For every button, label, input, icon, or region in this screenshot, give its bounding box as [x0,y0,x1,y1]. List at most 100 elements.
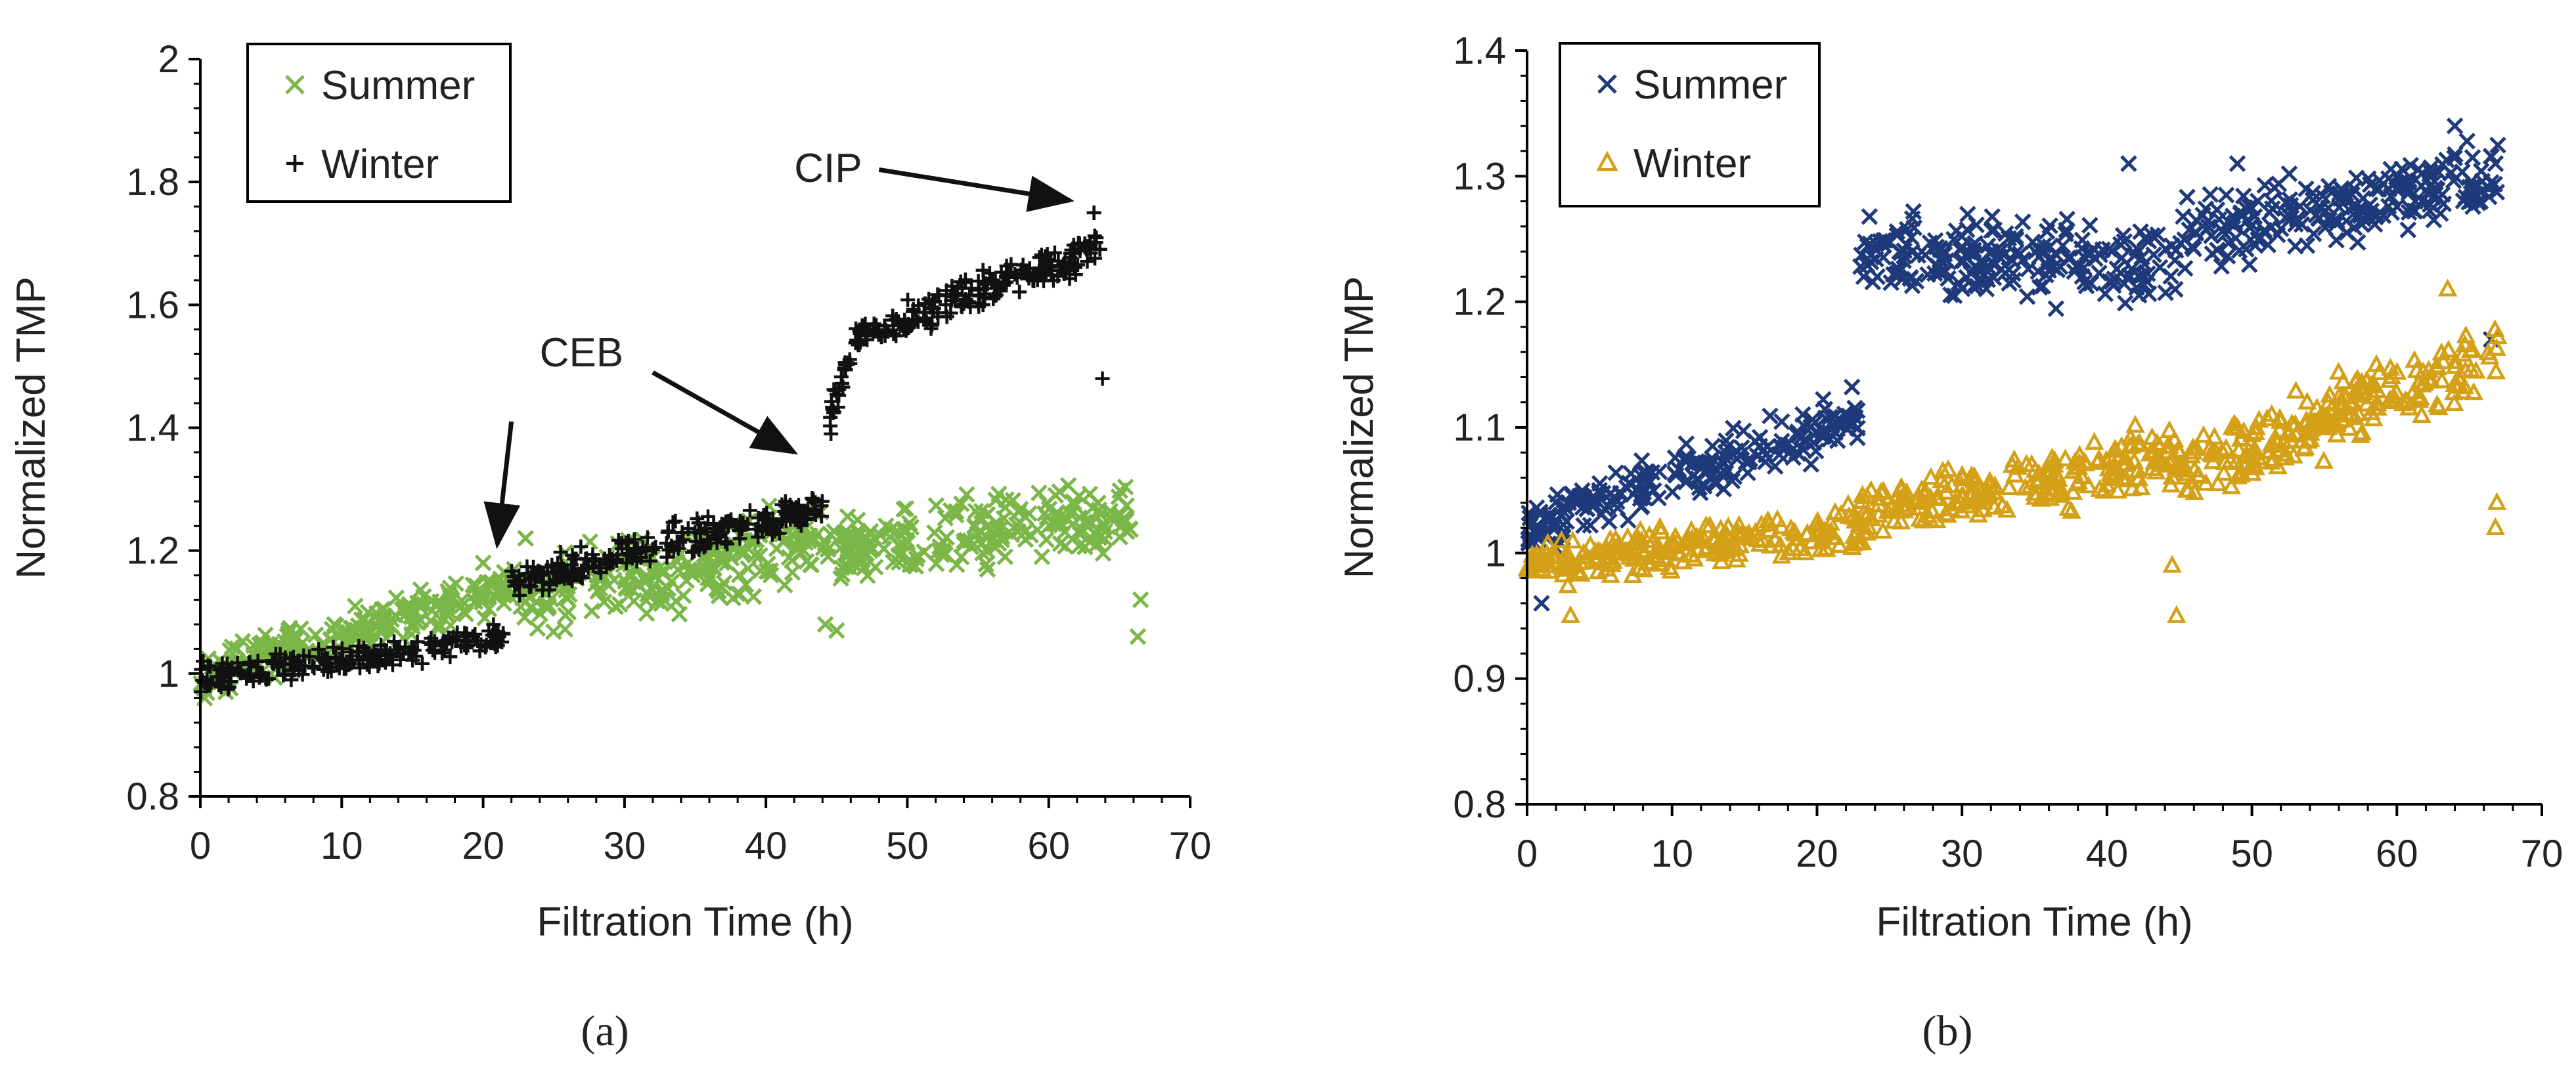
data-point-winter [1718,516,1739,534]
data-point-summer [2407,192,2424,210]
data-point-summer [2157,284,2174,301]
data-point-winter [2478,342,2498,360]
data-point-winter [553,545,568,560]
data-point-winter [373,652,388,667]
y-tick-label: 1.3 [1453,155,1506,198]
data-point-summer [591,580,608,597]
data-point-summer [728,585,746,603]
data-point-summer [816,616,834,633]
data-point-winter [425,643,440,658]
data-point-winter [2116,453,2137,471]
data-point-winter [311,642,326,657]
data-point-winter [686,544,701,559]
data-point-summer [2326,211,2343,228]
data-point-summer [889,522,906,540]
legend-label-summer: Summer [1633,62,1787,108]
y-tick-label: 1 [158,653,179,695]
data-point-winter [1095,371,1110,386]
data-point-winter [2485,319,2505,337]
data-point-winter [457,638,472,653]
data-point-summer [751,547,769,564]
data-point-summer [2149,226,2167,244]
data-point-summer [2179,188,2196,206]
data-point-summer [1010,523,1027,540]
legend: Summer Winter [246,43,512,203]
data-point-summer [1782,443,1800,460]
data-point-summer [638,567,655,584]
data-point-summer [1571,487,1588,505]
data-point-summer [816,534,833,552]
data-point-summer [1849,429,1866,446]
data-point-winter [1922,501,1942,519]
data-point-winter [610,547,625,562]
data-point-winter [944,290,960,305]
data-point-winter [1616,540,1635,559]
data-point-summer [1101,509,1119,526]
data-point-summer [2374,207,2392,225]
data-point-winter [2357,393,2377,412]
data-point-summer [1666,449,1684,466]
data-point-winter [891,316,906,332]
data-point-winter [1811,531,1831,550]
data-point-winter [1808,511,1827,529]
data-point-winter [685,545,700,560]
data-point-winter [2041,483,2062,501]
data-point-winter [573,539,588,554]
data-point-winter [900,292,916,307]
data-point-winter [2300,429,2321,447]
data-point-winter [1052,263,1067,278]
data-point-summer [2081,217,2099,234]
data-point-summer [1620,511,1637,529]
data-point-summer [855,559,873,576]
data-point-winter [2339,418,2359,436]
data-point-winter [1010,270,1025,285]
data-point-winter [2286,380,2306,399]
data-point-summer [1101,502,1119,520]
data-point-summer [1633,497,1651,515]
data-point-winter [241,656,256,671]
data-point-winter [1588,561,1608,580]
data-point-summer [2094,241,2111,259]
data-point-summer [987,491,1004,509]
data-point-winter [2353,377,2373,395]
data-point-summer [512,598,529,615]
data-point-summer [1686,454,1704,472]
data-point-summer [1885,266,1902,283]
data-point-winter [2345,407,2365,425]
data-point-winter [1086,205,1101,220]
data-point-summer [557,607,574,624]
data-point-winter [345,649,360,664]
data-point-winter [1897,498,1917,516]
y-tick-label: 0.9 [1453,658,1506,701]
data-point-summer [1132,591,1149,609]
data-point-winter [510,576,525,592]
data-point-summer [979,561,996,578]
data-point-summer [284,638,301,655]
data-point-winter [1687,527,1707,545]
data-point-summer [403,615,421,633]
data-point-summer [784,552,801,569]
data-point-winter [2164,429,2185,448]
data-point-summer [2040,261,2057,279]
x-axis-title: Filtration Time (h) [1876,899,2192,945]
data-point-winter [999,265,1014,280]
data-point-winter [2121,427,2141,446]
data-point-summer [2241,198,2258,215]
data-point-summer [1065,494,1082,511]
data-point-winter [855,318,870,333]
data-point-summer [1052,535,1069,552]
data-point-summer [1692,484,1709,502]
data-point-winter [835,379,851,395]
data-point-winter [1071,236,1086,251]
data-point-summer [1111,529,1128,546]
data-point-summer [2209,242,2226,259]
data-point-winter [1778,542,1798,561]
data-point-summer [376,607,393,625]
data-point-winter [2320,385,2340,403]
x-tick-label: 60 [2376,833,2418,875]
data-point-summer [1816,400,1834,418]
data-point-summer [1081,533,1099,551]
data-point-winter [698,538,713,553]
data-point-winter [1600,529,1620,548]
data-point-winter [2029,470,2049,488]
